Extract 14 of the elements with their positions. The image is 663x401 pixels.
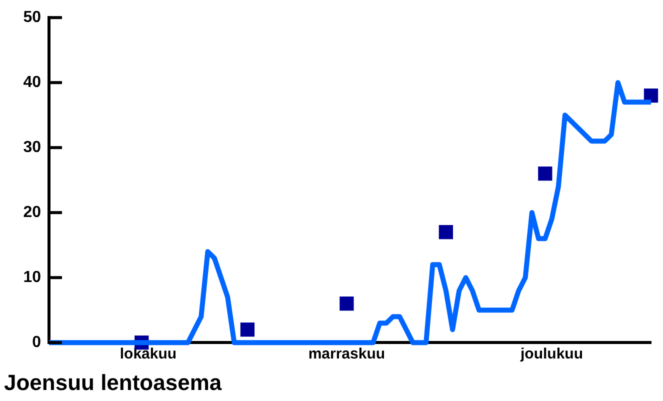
point (340, 296, 354, 311)
point (538, 166, 552, 181)
x-tick-label: marraskuu (308, 346, 386, 363)
y-tick-label: 0 (32, 334, 42, 352)
point (240, 322, 255, 337)
x-tick-label: joulukuu (520, 346, 584, 363)
y-tick-label: 10 (23, 269, 42, 286)
y-tick-label: 40 (23, 74, 42, 92)
x-tick-label: lokakuu (120, 346, 177, 363)
y-tick-label: 50 (23, 9, 42, 26)
y-tick-label: 30 (23, 139, 42, 156)
text: Joensuu lentoasema (4, 370, 222, 395)
y-tick-label: 20 (23, 204, 42, 222)
point (438, 225, 453, 240)
